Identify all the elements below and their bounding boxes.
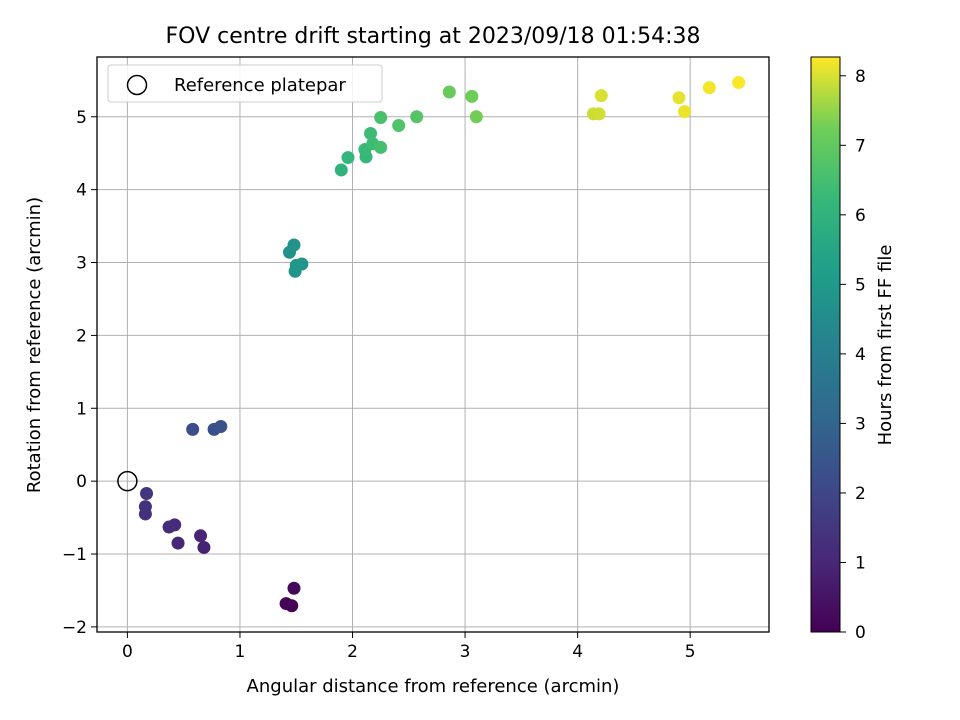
data-point [442,85,456,99]
x-tick-label: 4 [572,642,583,662]
data-point [374,110,388,124]
colorbar-tick-label: 2 [855,484,866,504]
colorbar-ticks: 0 1 2 3 4 5 6 7 8 [840,67,866,643]
y-tick-label: 0 [76,472,87,492]
y-tick-label: 4 [76,181,87,201]
plot-frame [96,56,770,633]
data-point [732,76,746,90]
chart-title: FOV centre drift starting at 2023/09/18 … [166,24,701,49]
data-point [194,529,208,543]
x-tick-label: 5 [685,642,696,662]
y-tick-label: 3 [76,254,87,274]
x-tick-label: 3 [460,642,471,662]
data-point [594,89,608,103]
x-axis-label: Angular distance from reference (arcmin) [247,676,620,697]
colorbar-tick-label: 0 [855,623,866,643]
x-tick-label: 2 [347,642,358,662]
reference-layer [117,470,138,492]
colorbar [810,56,841,633]
data-point [410,110,424,124]
data-point [285,599,299,613]
data-point [214,419,228,433]
data-point [341,151,355,165]
colorbar-tick-label: 6 [855,206,866,226]
data-point [465,89,479,103]
data-points [138,76,746,613]
colorbar-label: Hours from first FF file [875,245,896,446]
y-tick-label: −1 [62,545,87,565]
y-axis-label: Rotation from reference (arcmin) [24,197,45,493]
data-point [364,127,378,141]
colorbar-tick-label: 3 [855,414,866,434]
data-point [287,581,301,595]
data-point [678,105,692,119]
data-point [186,422,200,436]
legend: Reference platepar [107,64,383,103]
y-tick-label: 5 [76,108,87,128]
legend-label: Reference platepar [174,75,346,96]
reference-platepar-marker [117,470,138,492]
x-axis-ticks: 0 1 2 3 4 5 [122,632,696,662]
data-point [374,140,388,154]
data-point [171,536,185,550]
data-point [672,91,686,105]
y-tick-label: 1 [76,399,87,419]
x-tick-label: 0 [122,642,133,662]
data-point [162,520,176,534]
colorbar-tick-label: 7 [855,136,866,156]
data-point [197,540,211,554]
colorbar-tick-label: 1 [855,553,866,573]
colorbar-tick-label: 8 [855,67,866,87]
y-tick-label: 2 [76,326,87,346]
data-point [138,500,152,514]
data-point [592,107,606,121]
colorbar-tick-label: 5 [855,275,866,295]
data-point [334,163,348,177]
y-tick-label: −2 [62,618,87,638]
x-tick-label: 1 [235,642,246,662]
data-point [289,258,303,272]
legend-reference-marker [126,74,148,96]
grid [97,57,769,632]
data-point [392,119,406,133]
data-point [702,81,716,95]
data-point [287,238,301,252]
data-point [140,487,154,501]
y-axis-ticks: −2 −1 0 1 2 3 4 5 [62,108,97,638]
colorbar-tick-label: 4 [855,345,866,365]
data-point [469,110,483,124]
legend-box [107,64,383,103]
